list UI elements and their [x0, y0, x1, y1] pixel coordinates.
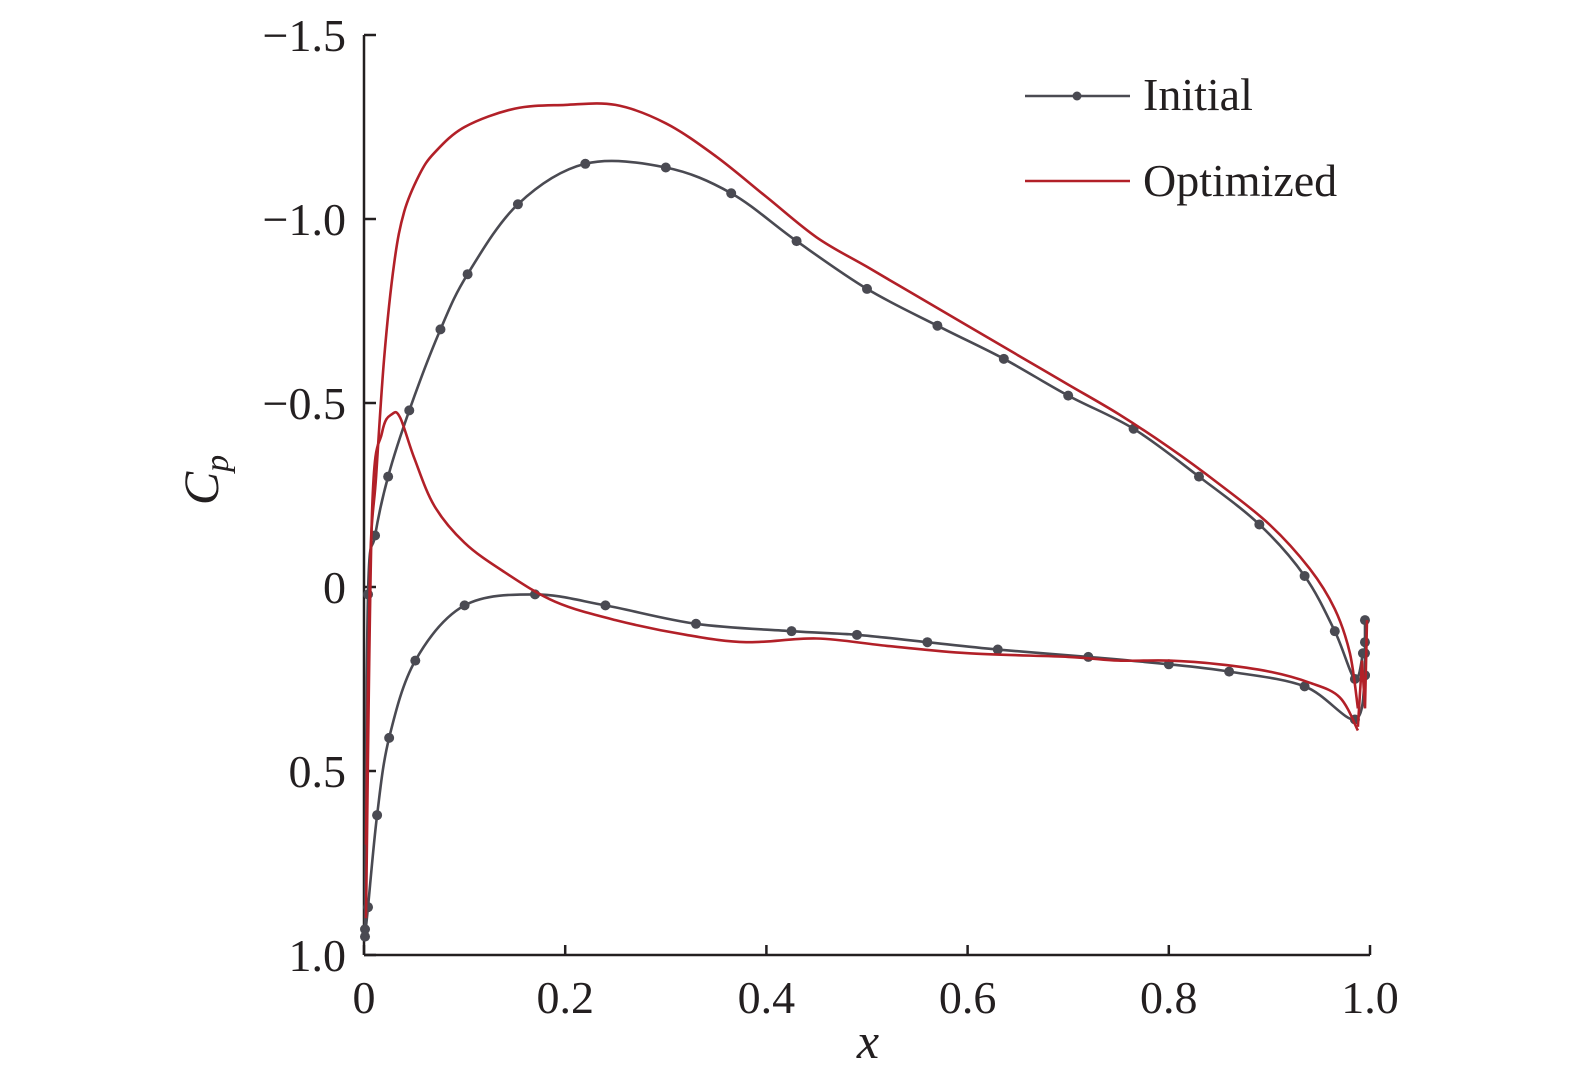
series-initial-point [1224, 666, 1235, 677]
series-initial [360, 158, 1370, 942]
legend-item-initial: Initial [1025, 69, 1253, 120]
series-initial-point [851, 629, 862, 640]
y-tick-label: 0.5 [289, 746, 347, 797]
series-initial-point [360, 931, 371, 942]
legend-label-initial: Initial [1143, 69, 1253, 120]
legend-label-optimized: Optimized [1143, 155, 1337, 206]
series-initial-point [435, 324, 446, 335]
series-initial-point [1359, 637, 1370, 648]
series-initial-point [862, 283, 872, 294]
y-ticks: 1.0 0.5 0 −0.5 −1.0 −1.5 [263, 10, 376, 981]
axes [362, 35, 1370, 957]
series-initial-point [462, 269, 473, 280]
series-initial-point [998, 353, 1009, 364]
series-initial-point [600, 600, 611, 611]
series-optimized [364, 102, 1369, 919]
y-axis-label-sub: p [199, 455, 236, 474]
series-initial-point [512, 199, 523, 210]
series-initial-point [786, 626, 797, 637]
series-initial-point [922, 637, 933, 648]
series-initial-point [1359, 615, 1370, 626]
x-axis-label: x [856, 1013, 879, 1069]
y-axis-label-main: C [173, 471, 229, 505]
series-initial-point [383, 471, 394, 482]
series-initial-point [372, 810, 383, 821]
series-initial-upper-line [363, 159, 1365, 930]
series-initial-point [1299, 681, 1310, 692]
series-initial-point [1299, 570, 1310, 581]
series-initial-point [791, 236, 802, 247]
series-initial-point [992, 644, 1003, 655]
series-initial-point [1254, 519, 1265, 530]
y-axis-label: Cp [173, 455, 236, 505]
x-tick-label: 0 [353, 972, 376, 1023]
series-initial-point [1063, 390, 1074, 401]
legend-marker-initial [1072, 91, 1082, 101]
series-initial-point [363, 902, 374, 913]
series-initial-point [690, 618, 701, 629]
y-tick-label: −1.5 [263, 10, 346, 61]
series-initial-point [384, 732, 395, 743]
legend: Initial Optimized [1025, 69, 1337, 206]
series-optimized-trailing-edge-line [1356, 620, 1369, 727]
series-initial-point [360, 924, 371, 935]
x-tick-label: 1.0 [1341, 972, 1399, 1023]
legend-item-optimized: Optimized [1025, 155, 1337, 206]
series-layer [360, 102, 1370, 942]
series-optimized-upper-line [364, 102, 1360, 845]
y-tick-label: −0.5 [263, 378, 346, 429]
series-initial-point [660, 162, 671, 173]
series-initial-point [404, 405, 415, 416]
series-initial-point [1329, 626, 1340, 637]
y-tick-label: 0 [323, 562, 346, 613]
series-initial-point [459, 600, 470, 611]
series-optimized-lower-line [364, 410, 1360, 919]
svg-text:Cp: Cp [173, 455, 236, 505]
y-tick-label: −1.0 [263, 194, 346, 245]
series-initial-point [410, 655, 421, 666]
series-initial-point [580, 158, 591, 169]
x-ticks: 0 0.2 0.4 0.6 0.8 1.0 [353, 945, 1399, 1023]
x-tick-label: 0.8 [1140, 972, 1198, 1023]
x-tick-label: 0.2 [536, 972, 594, 1023]
y-tick-label: 1.0 [289, 930, 347, 981]
series-initial-point [1193, 471, 1204, 482]
x-tick-label: 0.6 [939, 972, 997, 1023]
series-initial-lower-line [363, 593, 1367, 937]
series-initial-point [726, 188, 737, 199]
x-tick-label: 0.4 [738, 972, 796, 1023]
series-initial-point [932, 320, 943, 331]
